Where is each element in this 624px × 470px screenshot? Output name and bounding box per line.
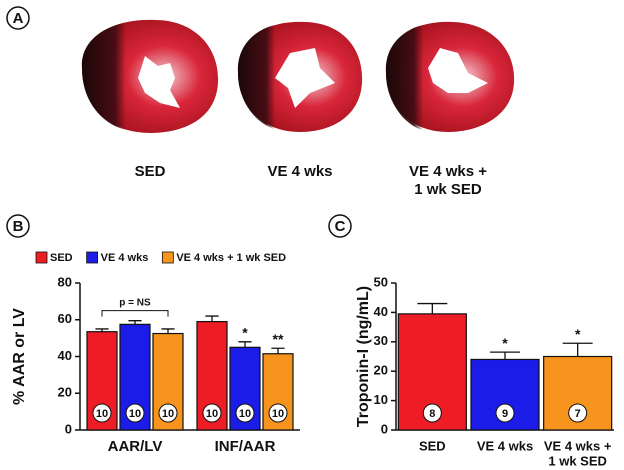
significance: **: [273, 331, 284, 347]
y-tick-label: 80: [58, 274, 72, 289]
hearts: [81, 19, 515, 133]
n-label: 10: [129, 408, 141, 420]
error-bar: [128, 320, 142, 325]
legend-swatch: [161, 251, 174, 264]
error-bar: [562, 342, 593, 357]
n-label: 10: [162, 408, 174, 420]
n-label: 9: [502, 408, 508, 420]
y-tick-label: 40: [374, 304, 388, 319]
y-tick-label: 20: [58, 385, 72, 400]
y-tick-label: 60: [58, 311, 72, 326]
n-label: 10: [272, 408, 284, 420]
y-tick-label: 0: [65, 421, 72, 436]
legend-swatch: [86, 251, 99, 264]
heart-caption: VE 4 wks +: [409, 163, 487, 180]
n-label: 10: [96, 408, 108, 420]
x-tick-label: INF/AAR: [215, 438, 276, 455]
heart-caption: VE 4 wks: [267, 163, 332, 180]
panel-letter-circle: [328, 214, 352, 238]
error-bar: [490, 351, 520, 360]
y-tick-label: 0: [381, 421, 388, 436]
significance: *: [575, 326, 581, 342]
y-tick-label: 50: [374, 274, 388, 289]
y-axis-label: % AAR or LV: [11, 308, 28, 405]
heart-caption: 1 wk SED: [414, 181, 482, 198]
n-circle: [568, 403, 588, 423]
y-axis-label: Troponin-I (ng/mL): [355, 286, 372, 427]
error-bar: [161, 328, 175, 334]
legend-label: VE 4 wks: [101, 252, 149, 264]
panel-letter-circle: [6, 214, 30, 238]
x-tick-label: VE 4 wks: [477, 438, 533, 453]
panel-letter: A: [13, 10, 24, 27]
n-circle: [495, 403, 515, 423]
n-circle: [422, 403, 442, 423]
n-circle: [92, 403, 112, 423]
error-bar: [238, 341, 252, 348]
significance: *: [242, 325, 248, 341]
n-label: 10: [239, 408, 251, 420]
x-tick-label: AAR/LV: [108, 438, 163, 455]
n-circle: [202, 403, 222, 423]
bracket: [101, 310, 169, 317]
error-bar: [417, 302, 448, 314]
n-label: 8: [429, 408, 435, 420]
y-tick-label: 10: [374, 392, 388, 407]
heart-caption: SED: [135, 163, 166, 180]
panel-letter-circle: [6, 6, 30, 30]
y-tick-label: 40: [58, 348, 72, 363]
error-bar: [95, 328, 109, 332]
x-tick-label: VE 4 wks +: [544, 438, 612, 453]
bracket-label: p = NS: [119, 297, 151, 308]
n-circle: [125, 403, 145, 423]
x-tick-label: SED: [419, 438, 446, 453]
n-circle: [235, 403, 255, 423]
legend-label: VE 4 wks + 1 wk SED: [176, 252, 286, 264]
x-tick-label: 1 wk SED: [548, 453, 607, 468]
y-tick-label: 30: [374, 333, 388, 348]
legend-label: SED: [50, 252, 73, 264]
error-bar: [271, 347, 285, 354]
n-label: 10: [206, 408, 218, 420]
y-tick-label: 20: [374, 363, 388, 378]
significance: *: [502, 335, 508, 351]
panel-letter: C: [335, 218, 346, 235]
n-label: 7: [575, 408, 581, 420]
n-circle: [268, 403, 288, 423]
panel-letter: B: [13, 218, 24, 235]
legend-swatch: [35, 251, 48, 264]
n-circle: [158, 403, 178, 423]
error-bar: [205, 315, 219, 322]
